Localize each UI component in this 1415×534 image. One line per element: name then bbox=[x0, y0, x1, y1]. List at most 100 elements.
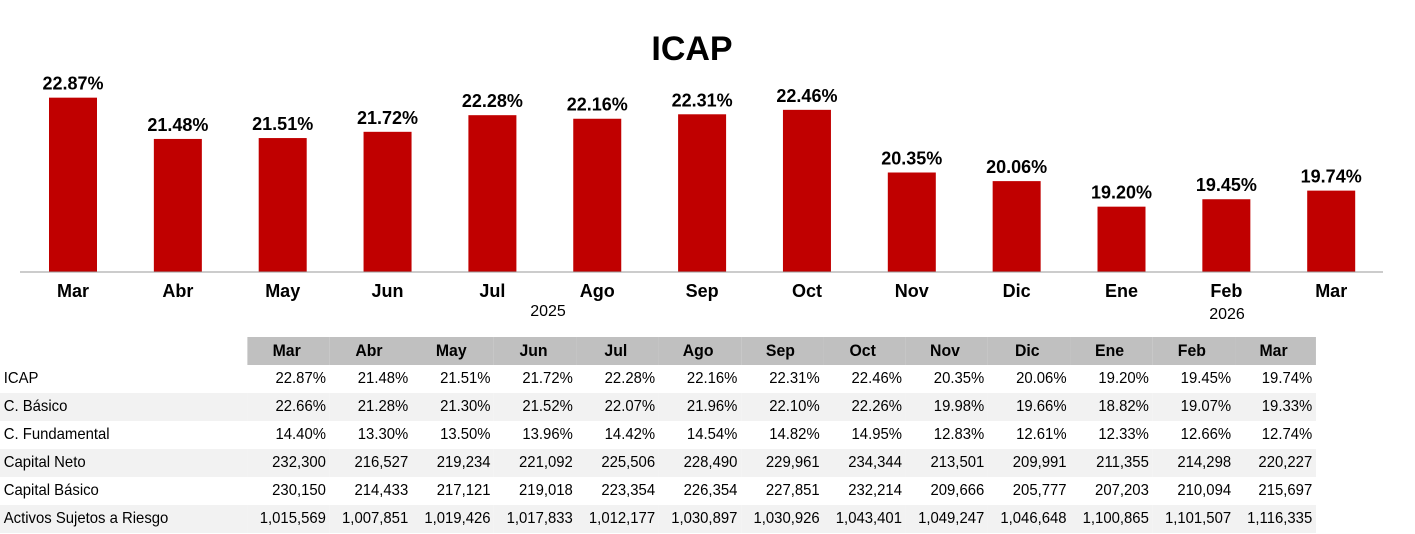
table-header-row: Mar Abr May Jun Jul Ago Sep Oct Nov Dic Ene Feb Mar bbox=[0, 337, 1316, 365]
bar-7 bbox=[782, 109, 831, 272]
x-tick-label-7: Oct bbox=[792, 281, 822, 301]
data-label-3: 21.72% bbox=[357, 108, 418, 128]
table-cell: 19.33% bbox=[1234, 393, 1316, 421]
x-tick-label-11: Feb bbox=[1210, 281, 1242, 301]
data-label-11: 19.45% bbox=[1196, 175, 1257, 195]
table-cell: 13.50% bbox=[440, 426, 491, 443]
table-cell: 19.07% bbox=[1152, 393, 1235, 421]
column-header: Oct bbox=[823, 337, 906, 365]
table-cell: 21.52% bbox=[494, 393, 577, 421]
table-cell: 220,227 bbox=[1234, 449, 1316, 477]
table-cell: 14.40% bbox=[275, 426, 326, 443]
table-cell: 12.61% bbox=[1016, 426, 1067, 443]
column-header: Sep bbox=[741, 337, 824, 365]
data-label-10: 19.20% bbox=[1091, 183, 1152, 203]
year-label-2026: 2026 bbox=[1209, 306, 1245, 323]
column-header: Jul bbox=[576, 337, 659, 365]
column-header: Ago bbox=[658, 337, 742, 365]
table-cell: 19.66% bbox=[987, 393, 1071, 421]
icap-bar-chart: ICAP 22.87% Mar 21.48% Abr 21.51% May 21.72% Ju… bbox=[20, 30, 1383, 323]
table-cell: 219,018 bbox=[519, 482, 573, 499]
table-cell: 22.46% bbox=[851, 370, 902, 387]
table-row: ICAP 22.87% 21.48% 21.51% 21.72% 22.28% 22.16%… bbox=[0, 365, 1316, 393]
x-tick-label-3: Jun bbox=[372, 281, 404, 301]
data-label-0: 22.87% bbox=[42, 74, 103, 94]
table-cell: 13.30% bbox=[357, 426, 409, 443]
table-cell: 226,354 bbox=[683, 482, 738, 499]
table-cell: 1,046,648 bbox=[987, 505, 1071, 533]
table-cell: 14.54% bbox=[686, 426, 738, 443]
table-cell: 209,666 bbox=[930, 482, 985, 499]
x-tick-label-2: May bbox=[265, 281, 300, 301]
table-cell: 22.10% bbox=[741, 393, 824, 421]
year-label-2025: 2025 bbox=[530, 303, 566, 320]
row-label: C. Básico bbox=[0, 393, 248, 421]
table-cell: 12.66% bbox=[1180, 426, 1232, 443]
table-cell: 228,490 bbox=[658, 449, 742, 477]
table-cell: 215,697 bbox=[1258, 482, 1313, 499]
table-cell: 1,015,569 bbox=[247, 505, 330, 533]
table-cell: 22.31% bbox=[769, 370, 820, 387]
table-cell: 219,234 bbox=[411, 449, 495, 477]
x-tick-label-4: Jul bbox=[479, 281, 505, 301]
table-cell: 209,991 bbox=[987, 449, 1071, 477]
data-label-1: 21.48% bbox=[147, 115, 208, 135]
row-label: C. Fundamental bbox=[3, 426, 110, 443]
row-label: Capital Neto bbox=[0, 449, 248, 477]
table-cell: 14.95% bbox=[851, 426, 902, 443]
table-cell: 12.74% bbox=[1261, 426, 1313, 443]
table-cell: 223,354 bbox=[601, 482, 656, 499]
x-tick-label-5: Ago bbox=[580, 281, 615, 301]
table-cell: 216,527 bbox=[329, 449, 412, 477]
table-cell: 1,012,177 bbox=[576, 505, 659, 533]
table-cell: 217,121 bbox=[436, 482, 491, 499]
table-cell: 22.07% bbox=[576, 393, 659, 421]
bar-2 bbox=[258, 138, 307, 272]
table-cell: 229,961 bbox=[741, 449, 824, 477]
table-cell: 21.30% bbox=[411, 393, 495, 421]
table-row: Activos Sujetos a Riesgo 1,015,569 1,007,8… bbox=[0, 505, 1316, 533]
table-cell: 1,043,401 bbox=[823, 505, 906, 533]
table-row: Capital Básico 230,150 214,433 217,121 219,0… bbox=[0, 477, 1316, 505]
table-cell: 1,030,897 bbox=[658, 505, 742, 533]
table-cell: 21.51% bbox=[440, 370, 491, 387]
table-cell: 22.28% bbox=[604, 370, 656, 387]
bar-5 bbox=[573, 118, 622, 272]
table-cell: 12.83% bbox=[933, 426, 985, 443]
table-cell: 1,116,335 bbox=[1234, 505, 1316, 533]
table-cell: 14.42% bbox=[604, 426, 656, 443]
column-header: Dic bbox=[987, 337, 1071, 365]
x-tick-label-9: Dic bbox=[1003, 281, 1031, 301]
data-label-7: 22.46% bbox=[776, 86, 837, 106]
data-label-12: 19.74% bbox=[1301, 167, 1362, 187]
table-row: C. Fundamental 14.40% 13.30% 13.50% 13.96% 14… bbox=[0, 421, 1316, 449]
table-cell: 19.98% bbox=[905, 393, 988, 421]
bar-6 bbox=[678, 114, 727, 272]
table-cell: 19.45% bbox=[1180, 370, 1232, 387]
bar-10 bbox=[1097, 206, 1146, 272]
table-cell: 211,355 bbox=[1070, 449, 1153, 477]
table-cell: 225,506 bbox=[576, 449, 659, 477]
bar-11 bbox=[1202, 199, 1251, 272]
table-row: Capital Neto 232,300 216,527 219,234 221,092… bbox=[0, 449, 1316, 477]
column-header: Mar bbox=[247, 337, 330, 365]
table-corner bbox=[0, 337, 248, 365]
data-label-5: 22.16% bbox=[567, 95, 628, 115]
column-header: Jun bbox=[494, 337, 577, 365]
table-cell: 207,203 bbox=[1095, 482, 1149, 499]
table-cell: 210,094 bbox=[1177, 482, 1232, 499]
x-tick-label-6: Sep bbox=[686, 281, 719, 301]
table-cell: 214,298 bbox=[1152, 449, 1235, 477]
table-cell: 19.20% bbox=[1098, 370, 1149, 387]
table-cell: 20.35% bbox=[933, 370, 985, 387]
table-cell: 22.66% bbox=[247, 393, 330, 421]
table-cell: 1,019,426 bbox=[411, 505, 495, 533]
data-label-9: 20.06% bbox=[986, 157, 1047, 177]
row-label: Activos Sujetos a Riesgo bbox=[0, 505, 248, 533]
column-header: Abr bbox=[329, 337, 412, 365]
row-label: ICAP bbox=[3, 370, 39, 387]
row-label: Capital Básico bbox=[3, 482, 99, 499]
bar-9 bbox=[992, 181, 1041, 272]
table-cell: 20.06% bbox=[1016, 370, 1067, 387]
x-tick-label-10: Ene bbox=[1105, 281, 1138, 301]
